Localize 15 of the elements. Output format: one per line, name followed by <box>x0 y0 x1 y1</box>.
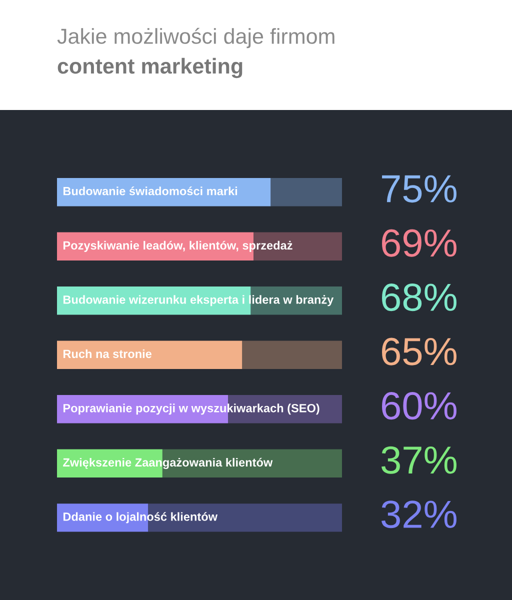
data-label: 37% <box>382 446 456 474</box>
bar <box>57 340 242 370</box>
data-label: 68% <box>382 284 456 312</box>
y-tick-label: Budowanie świadomości marki <box>63 186 238 196</box>
data-label: 65% <box>382 338 456 366</box>
bar <box>242 340 342 370</box>
data-label: 69% <box>382 229 456 257</box>
data-label: 60% <box>382 392 456 420</box>
data-label: 75% <box>382 175 456 203</box>
chart-title: Jakie możliwości daje firmom <box>57 28 334 48</box>
bar <box>270 178 342 206</box>
chart-subtitle: content marketing <box>58 58 242 78</box>
bar <box>57 178 271 206</box>
y-tick-label: Ruch na stronie <box>63 349 152 358</box>
data-label: 32% <box>382 500 456 528</box>
